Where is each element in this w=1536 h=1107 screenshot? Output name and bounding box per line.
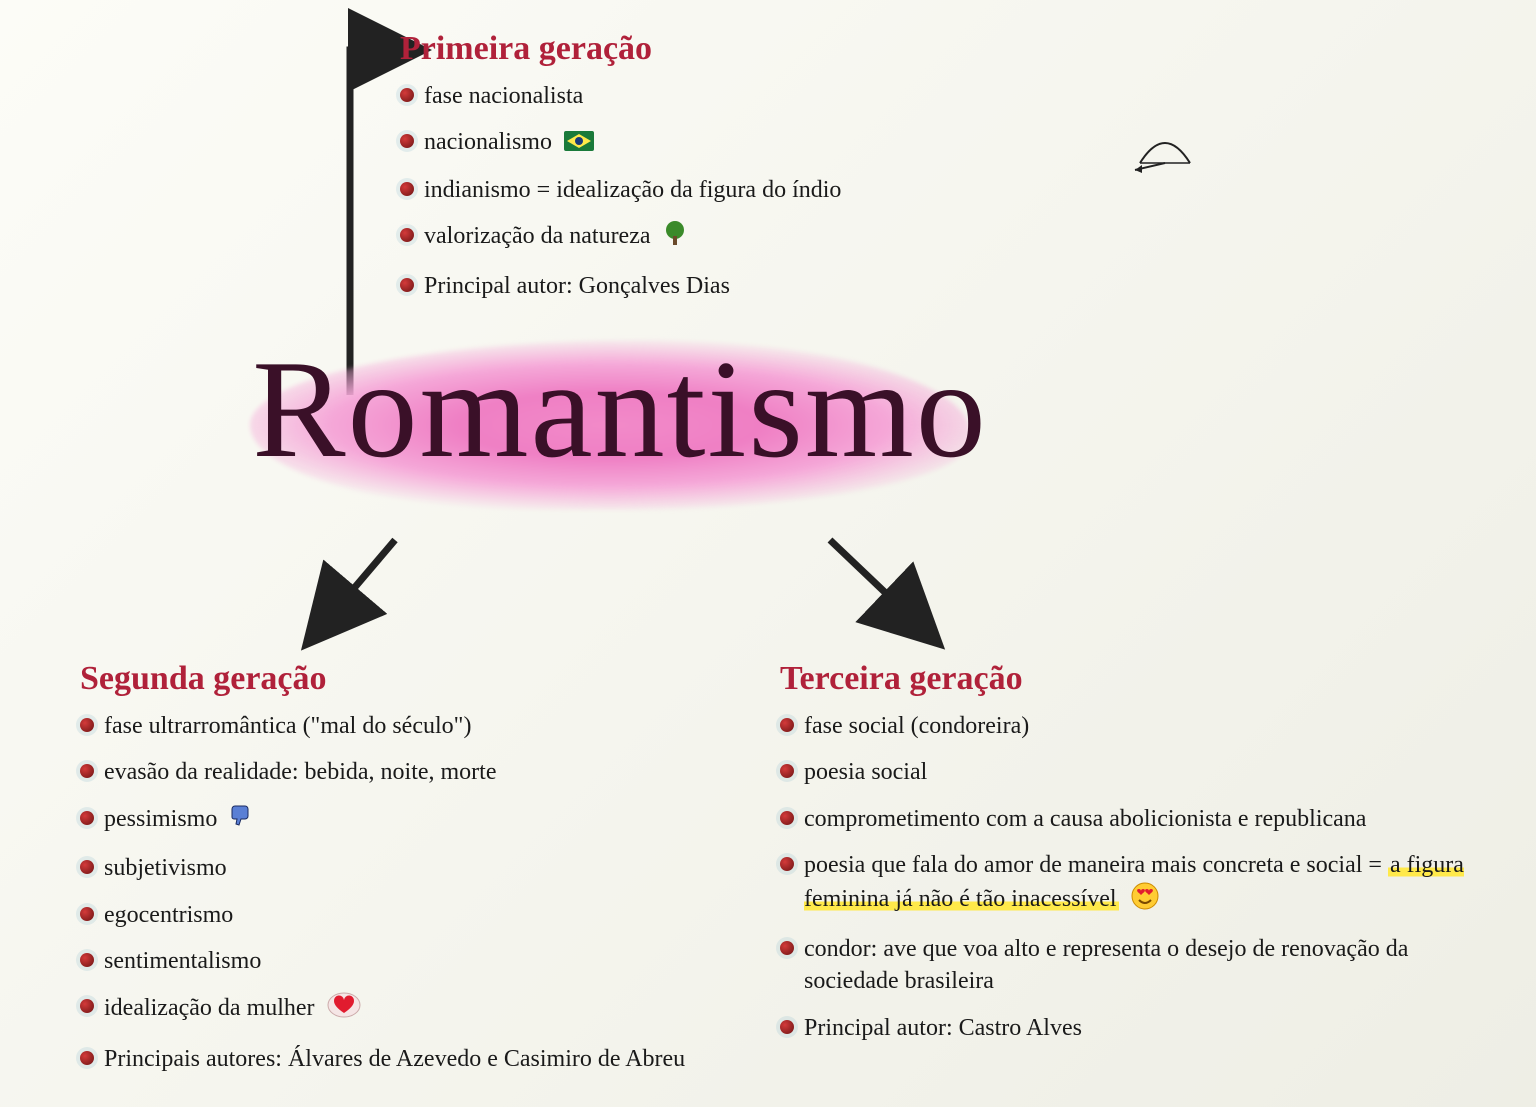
bullet-icon [780,764,794,778]
bullets-segunda: fase ultrarromântica ("mal do século") e… [80,710,720,1075]
section-segunda: Segunda geração fase ultrarromântica ("m… [80,660,720,1089]
list-item: Principal autor: Castro Alves [780,1012,1480,1044]
list-item: poesia que fala do amor de maneira mais … [780,849,1480,919]
thumbs-down-icon [229,803,255,838]
bullet-icon [80,907,94,921]
bullet-text: sentimentalismo [104,945,720,977]
bullet-text: fase ultrarromântica ("mal do século") [104,710,720,742]
bullet-text: valorização da natureza [424,220,1160,255]
bullet-icon [400,278,414,292]
section-primeira: Primeira geração fase nacionalista nacio… [400,30,1160,316]
bullet-icon [80,999,94,1013]
list-item: fase ultrarromântica ("mal do século") [80,710,720,742]
bullet-text: Principal autor: Gonçalves Dias [424,270,1160,302]
list-item: comprometimento com a causa abolicionist… [780,803,1480,835]
bullet-text: pessimismo [104,803,720,838]
bullet-text: fase social (condoreira) [804,710,1480,742]
bullet-icon [80,953,94,967]
bullet-text: Principal autor: Castro Alves [804,1012,1480,1044]
bullet-label: poesia que fala do amor de maneira mais … [804,852,1388,878]
title-text: Romantismo [240,310,1000,510]
bullet-text: nacionalismo [424,126,1160,160]
bullet-icon [400,134,414,148]
bullet-icon [780,941,794,955]
list-item: Principais autores: Álvares de Azevedo e… [80,1043,720,1075]
list-item: nacionalismo [400,126,1160,160]
bullet-text: condor: ave que voa alto e representa o … [804,933,1480,998]
bullet-icon [780,857,794,871]
list-item: idealização da mulher [80,991,720,1028]
heading-terceira: Terceira geração [780,660,1023,698]
list-item: valorização da natureza [400,220,1160,255]
bullet-icon [80,1051,94,1065]
list-item: sentimentalismo [80,945,720,977]
bullet-icon [400,228,414,242]
list-item: subjetivismo [80,852,720,884]
bullet-icon [80,811,94,825]
heart-eyes-icon [1131,882,1159,919]
flag-icon [564,128,594,160]
bullet-icon [780,718,794,732]
bullet-icon [400,88,414,102]
list-item: indianismo = idealização da figura do ín… [400,174,1160,206]
bullet-label: nacionalismo [424,129,552,155]
list-item: fase social (condoreira) [780,710,1480,742]
heading-segunda: Segunda geração [80,660,327,698]
bullets-terceira: fase social (condoreira) poesia social c… [780,710,1480,1044]
bullet-text: comprometimento com a causa abolicionist… [804,803,1480,835]
list-item: condor: ave que voa alto e representa o … [780,933,1480,998]
list-item: egocentrismo [80,899,720,931]
bullet-icon [780,811,794,825]
bullet-icon [80,860,94,874]
bullet-text: egocentrismo [104,899,720,931]
main-title: Romantismo [240,310,1000,530]
section-terceira: Terceira geração fase social (condoreira… [780,660,1480,1058]
bullet-label: indianismo = idealização da figura do ín… [424,177,841,203]
list-item: poesia social [780,756,1480,788]
bullet-text: poesia social [804,756,1480,788]
bullets-primeira: fase nacionalista nacionalismo indianism… [400,80,1160,302]
bullet-text: poesia que fala do amor de maneira mais … [804,849,1480,919]
list-item: pessimismo [80,803,720,838]
list-item: Principal autor: Gonçalves Dias [400,270,1160,302]
heading-primeira: Primeira geração [400,30,652,68]
bullet-icon [780,1020,794,1034]
tree-icon [663,220,687,255]
bullet-label: valorização da natureza [424,224,651,250]
bullet-text: idealização da mulher [104,991,720,1028]
list-item: fase nacionalista [400,80,1160,112]
list-item: evasão da realidade: bebida, noite, mort… [80,756,720,788]
bow-icon [1130,118,1200,182]
bullet-label: idealização da mulher [104,996,315,1022]
bullet-text: Principais autores: Álvares de Azevedo e… [104,1043,720,1075]
bullet-icon [400,182,414,196]
heart-icon [327,991,361,1028]
bullet-text: fase nacionalista [424,80,1160,112]
bullet-text: indianismo = idealização da figura do ín… [424,174,1160,206]
bullet-icon [80,718,94,732]
bullet-icon [80,764,94,778]
bullet-text: evasão da realidade: bebida, noite, mort… [104,756,720,788]
bullet-text: subjetivismo [104,852,720,884]
bullet-label: pessimismo [104,806,217,832]
